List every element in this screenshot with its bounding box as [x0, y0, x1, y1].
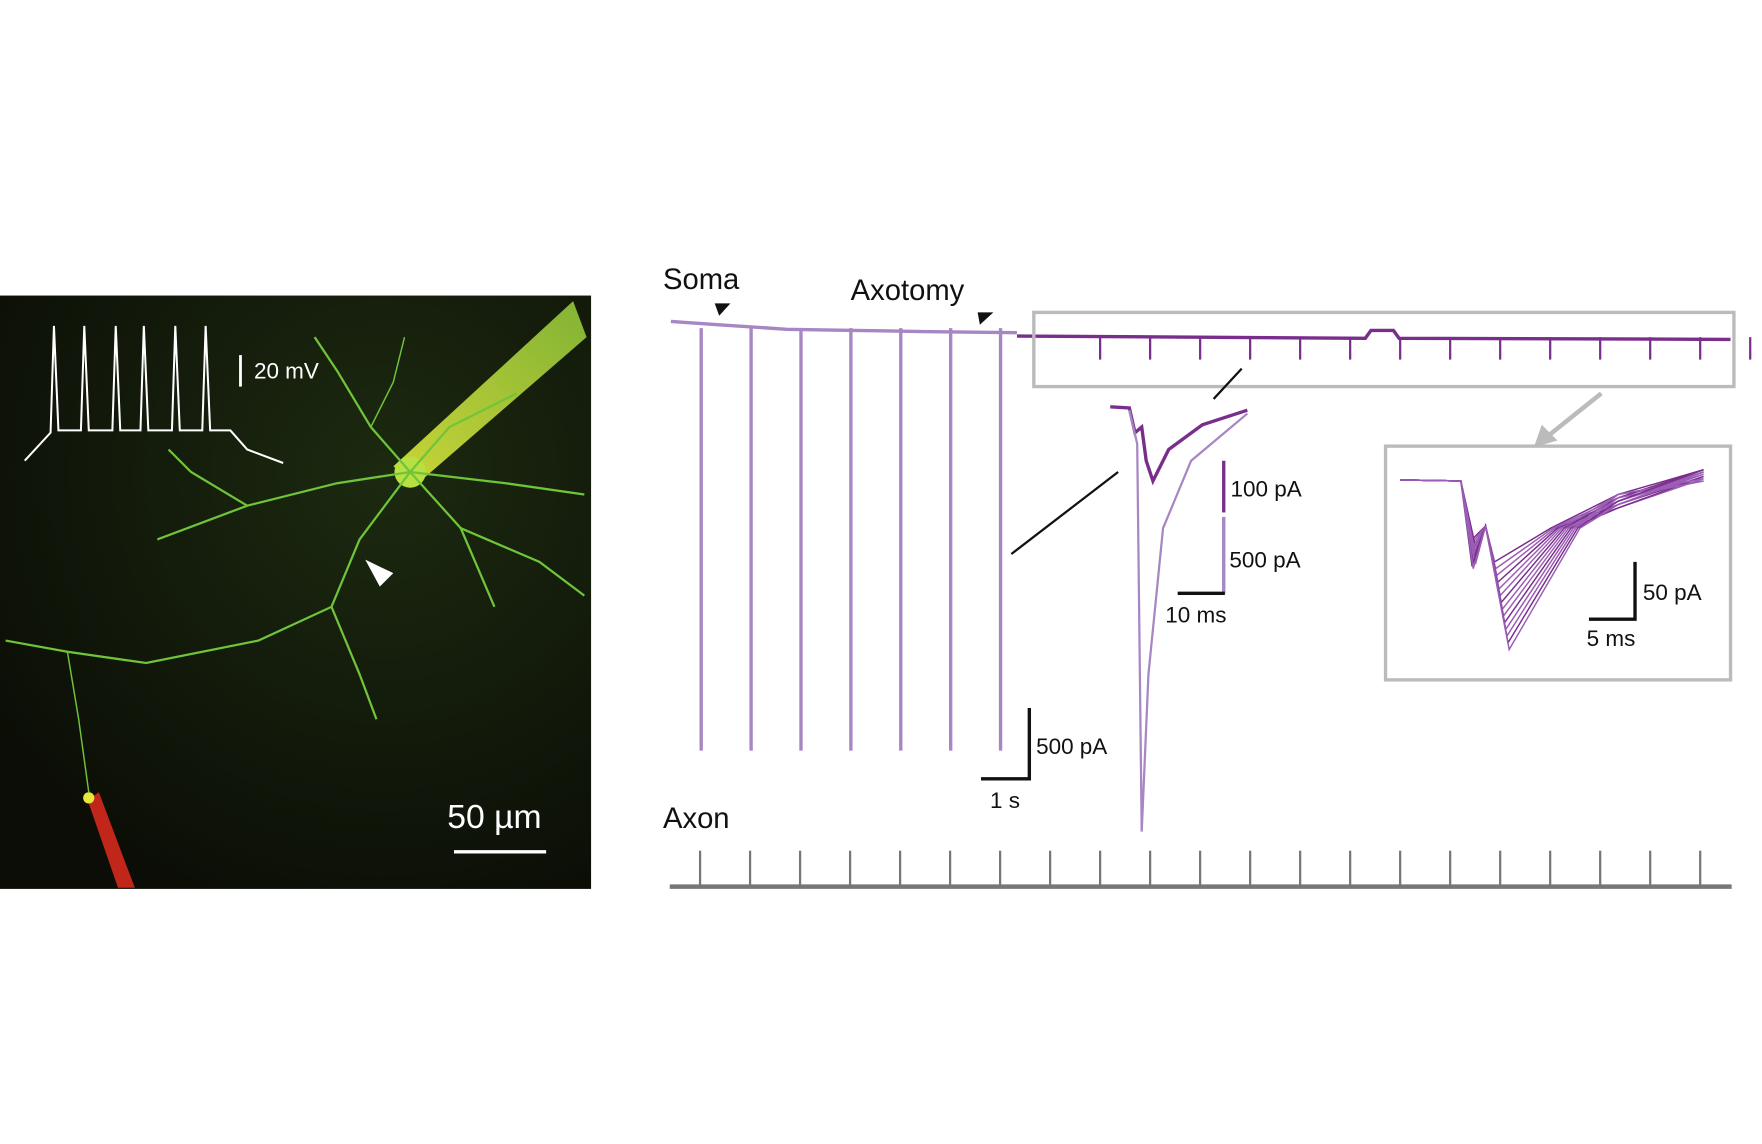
arrowhead [365, 559, 394, 587]
zoom-scale-label: 500 pA [1229, 548, 1300, 573]
inset-scale-bar [1588, 561, 1637, 621]
inset-trace [1400, 469, 1704, 564]
axon-label: Axon [663, 803, 730, 835]
zoom-arrowhead [1533, 424, 1558, 448]
recording: Soma Axotomy 100 pA 500 pA 10 ms 500 pA … [663, 264, 1752, 889]
current-scale-label: 500 pA [1036, 734, 1107, 759]
axon-pipette [87, 792, 135, 888]
pointer-arrow [1010, 471, 1119, 555]
zoom-arrow [1543, 391, 1603, 441]
soma-label: Soma [663, 264, 740, 296]
axon-bleb [83, 792, 95, 804]
zoom-time-label: 10 ms [1165, 603, 1226, 628]
zoom-scale-label: 100 pA [1230, 477, 1301, 502]
time-scale-label: 1 s [990, 788, 1020, 813]
inset-trace [1400, 478, 1704, 632]
axotomy-label: Axotomy [851, 275, 965, 307]
scale-bar [981, 707, 1032, 781]
inset-trace [1400, 479, 1704, 598]
soma-trace-before [670, 319, 1017, 335]
inset-box [1383, 444, 1733, 682]
inset-current-label: 50 pA [1643, 580, 1702, 605]
arrowhead [977, 312, 994, 325]
pointer-arrow [1212, 367, 1243, 400]
zoom-trace-before [1128, 409, 1249, 832]
inset-trace [1400, 479, 1704, 638]
spike-trace [23, 325, 284, 464]
inset-time-label: 5 ms [1587, 626, 1636, 651]
dendrites [5, 336, 586, 793]
arrowhead [714, 303, 731, 316]
inset-trace [1400, 471, 1704, 652]
voltage-scale-label: 20 mV [254, 359, 319, 384]
zoom-box [1032, 310, 1736, 389]
soma-trace-after [1016, 328, 1731, 342]
micrograph: 20 mV 50 µm [0, 295, 592, 889]
length-scale-label: 50 µm [447, 798, 541, 836]
